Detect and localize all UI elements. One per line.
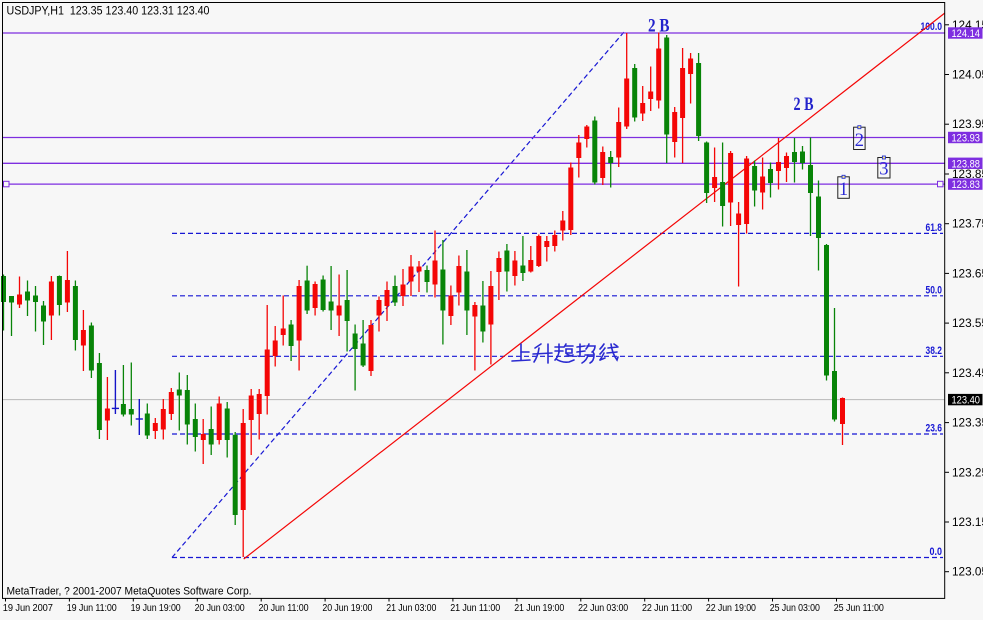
svg-text:123.35: 123.35 <box>952 418 983 430</box>
svg-text:123.93: 123.93 <box>952 133 981 145</box>
svg-text:20 Jun 03:00: 20 Jun 03:00 <box>195 603 245 614</box>
svg-text:21 Jun 19:00: 21 Jun 19:00 <box>514 603 564 614</box>
svg-text:1: 1 <box>839 180 848 200</box>
svg-text:0.0: 0.0 <box>930 546 943 558</box>
svg-text:19 Jun 19:00: 19 Jun 19:00 <box>131 603 181 614</box>
svg-text:123.83: 123.83 <box>952 179 981 191</box>
svg-text:123.25: 123.25 <box>952 467 983 479</box>
svg-text:123.15: 123.15 <box>952 517 983 529</box>
svg-text:123.05: 123.05 <box>952 567 983 579</box>
svg-text:123.45: 123.45 <box>952 368 983 380</box>
svg-text:22 Jun 19:00: 22 Jun 19:00 <box>706 603 756 614</box>
svg-text:20 Jun 11:00: 20 Jun 11:00 <box>259 603 309 614</box>
svg-text:22 Jun 11:00: 22 Jun 11:00 <box>642 603 692 614</box>
svg-text:3: 3 <box>879 160 888 180</box>
svg-text:19 Jun 11:00: 19 Jun 11:00 <box>67 603 117 614</box>
svg-text:USDJPY,H1 123.35 123.40 123.3: USDJPY,H1 123.35 123.40 123.31 123.40 <box>7 6 210 18</box>
svg-text:21 Jun 11:00: 21 Jun 11:00 <box>450 603 500 614</box>
svg-text:25 Jun 11:00: 25 Jun 11:00 <box>834 603 884 614</box>
svg-text:19 Jun 2007: 19 Jun 2007 <box>3 603 53 614</box>
svg-text:38.2: 38.2 <box>926 345 943 357</box>
svg-text:MetaTrader, ? 2001-2007 MetaQu: MetaTrader, ? 2001-2007 MetaQuotes Softw… <box>7 586 252 598</box>
svg-text:124.05: 124.05 <box>952 70 983 82</box>
svg-text:23.6: 23.6 <box>926 423 943 435</box>
svg-text:123.40: 123.40 <box>952 395 981 407</box>
svg-text:123.55: 123.55 <box>952 318 983 330</box>
svg-text:20 Jun 19:00: 20 Jun 19:00 <box>322 603 372 614</box>
svg-text:124.14: 124.14 <box>952 28 981 40</box>
svg-text:21 Jun 03:00: 21 Jun 03:00 <box>386 603 436 614</box>
svg-text:2: 2 <box>855 131 864 151</box>
svg-text:2 B: 2 B <box>794 95 814 115</box>
svg-text:61.8: 61.8 <box>926 222 943 234</box>
svg-text:2 B: 2 B <box>648 17 670 37</box>
svg-text:22 Jun 03:00: 22 Jun 03:00 <box>578 603 628 614</box>
svg-text:100.0: 100.0 <box>921 21 943 33</box>
svg-text:123.65: 123.65 <box>952 268 983 280</box>
svg-text:50.0: 50.0 <box>926 284 943 296</box>
svg-text:123.88: 123.88 <box>952 158 981 170</box>
svg-text:123.85: 123.85 <box>952 169 983 181</box>
svg-text:123.75: 123.75 <box>952 219 983 231</box>
svg-text:25 Jun 03:00: 25 Jun 03:00 <box>770 603 820 614</box>
svg-text:123.95: 123.95 <box>952 119 983 131</box>
